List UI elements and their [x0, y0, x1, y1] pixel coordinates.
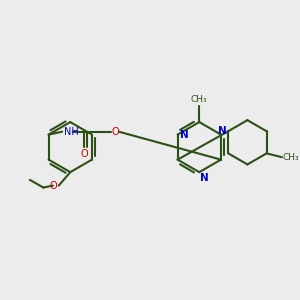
Text: NH: NH: [64, 127, 79, 137]
Text: N: N: [200, 173, 209, 183]
Text: O: O: [80, 149, 88, 159]
Text: O: O: [111, 127, 119, 137]
Text: CH₃: CH₃: [283, 153, 300, 162]
Text: N: N: [179, 130, 188, 140]
Text: CH₃: CH₃: [191, 95, 208, 104]
Text: N: N: [218, 126, 226, 136]
Text: O: O: [49, 181, 57, 190]
